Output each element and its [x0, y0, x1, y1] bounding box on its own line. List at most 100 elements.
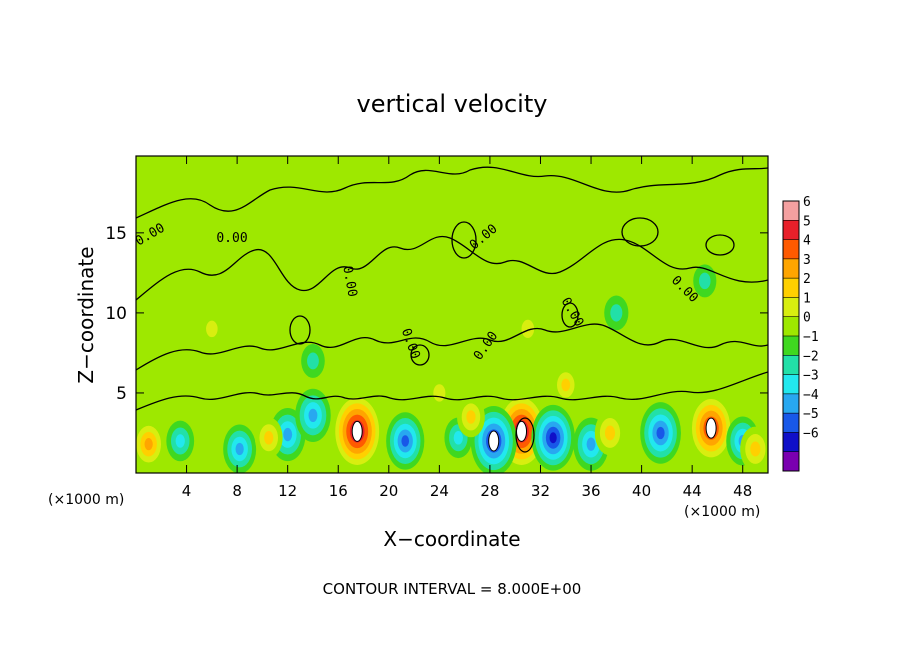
- anomaly-band: [586, 437, 596, 451]
- anomaly-band: [175, 434, 185, 448]
- x-tick-label: 4: [182, 482, 192, 500]
- anomaly-cell: [604, 295, 629, 331]
- anomaly-cell: [166, 420, 195, 462]
- contour-line: [136, 371, 768, 411]
- anomaly-band: [750, 441, 761, 457]
- anomaly-band: [283, 427, 293, 442]
- colorbar-tick-label: −5: [803, 407, 819, 422]
- anomaly-cell: [331, 392, 383, 471]
- anomaly-cell: [295, 388, 331, 442]
- anomaly-cell: [223, 424, 257, 473]
- anomaly-cell: [594, 410, 626, 456]
- anomaly-band: [433, 384, 446, 402]
- anomaly-cell: [470, 405, 517, 473]
- plot-area: 0.00 0.00 0.000.000.000.000.000.00: [136, 156, 768, 473]
- anomaly-band: [610, 304, 623, 322]
- anomaly-core: [351, 420, 363, 442]
- anomaly-cell: [552, 365, 579, 404]
- x-tick-label: 16: [329, 482, 348, 500]
- colorbar-band: [783, 413, 799, 433]
- zero-contours: [136, 166, 768, 453]
- colorbar-tick-label: 1: [803, 291, 811, 306]
- colorbar-tick-label: 0: [803, 311, 811, 326]
- colorbar-band: [783, 316, 799, 337]
- x-tick-label: 48: [733, 482, 752, 500]
- anomaly-band: [466, 410, 476, 424]
- anomaly-cell: [693, 264, 717, 298]
- anomaly-band: [604, 425, 616, 441]
- x-tick-label: 24: [430, 482, 449, 500]
- anomaly-band: [699, 272, 711, 290]
- colorbar-tick-label: 4: [803, 234, 811, 249]
- colorbar-band: [783, 297, 799, 318]
- colorbar-band: [783, 374, 799, 395]
- colorbar-band: [783, 220, 799, 240]
- anomaly-cell: [515, 310, 541, 348]
- colorbar-tick-label: −3: [803, 369, 819, 384]
- x-tick-label: 36: [581, 482, 600, 500]
- anomaly-cell: [688, 393, 735, 464]
- colorbar-tick-label: −6: [803, 426, 819, 441]
- anomaly-band: [401, 435, 410, 447]
- contour-line: [289, 315, 311, 345]
- y-tick-label: 5: [116, 384, 127, 404]
- contour-interval-note: CONTOUR INTERVAL = 8.000E+00: [323, 580, 582, 598]
- anomaly-cell: [573, 417, 609, 471]
- colorbar-band: [783, 201, 799, 221]
- anomaly-band: [206, 320, 218, 338]
- anomaly-cell: [457, 396, 485, 438]
- anomaly-band: [307, 352, 319, 370]
- colorbar: 6 5 4 3 2 1 0 −1 −2 −3 −4 −5 −6: [782, 195, 819, 472]
- x-tick-label: 44: [683, 482, 702, 500]
- contour-line: [136, 166, 768, 219]
- anomaly-cell: [640, 402, 681, 464]
- velocity-field: [136, 264, 768, 473]
- contour-labels: 0.00 0.00 0.000.000.000.000.000.00: [136, 221, 701, 363]
- colorbar-band: [783, 432, 799, 453]
- chart-title: vertical velocity: [357, 90, 548, 118]
- x-unit-right: (×1000 m): [684, 504, 760, 520]
- anomaly-band: [549, 432, 557, 444]
- anomaly-band: [561, 378, 571, 392]
- colorbar-tick-label: −4: [803, 388, 819, 403]
- anomaly-band: [235, 442, 244, 456]
- contour-label: 0.00: [339, 265, 359, 298]
- anomaly-band: [264, 431, 274, 445]
- x-tick-label: 32: [531, 482, 550, 500]
- anomaly-cell: [740, 426, 768, 472]
- anomaly-cell: [136, 419, 166, 469]
- plot-frame: [135, 155, 769, 474]
- x-tick-label: 12: [278, 482, 297, 500]
- anomaly-band: [656, 426, 665, 440]
- colorbar-band: [783, 239, 799, 260]
- anomaly-cell: [301, 343, 325, 378]
- anomaly-band: [308, 408, 318, 423]
- contour-label: 0.00: [216, 231, 247, 246]
- colorbar-band: [783, 451, 799, 472]
- y-tick-label: 15: [105, 224, 127, 244]
- anomaly-cell: [254, 417, 283, 459]
- anomaly-core: [488, 430, 500, 452]
- x-tick-label: 40: [632, 482, 651, 500]
- x-axis-label: X−coordinate: [383, 527, 520, 551]
- colorbar-tick-label: 5: [803, 214, 811, 229]
- anomaly-band: [521, 319, 535, 339]
- colorbar-tick-label: 3: [803, 253, 811, 268]
- colorbar-band: [783, 336, 799, 356]
- x-tick-label: 8: [232, 482, 242, 500]
- colorbar-tick-label: 6: [803, 195, 811, 210]
- anomaly-cell: [427, 375, 452, 411]
- colorbar-band: [783, 258, 799, 279]
- contour-line: [136, 323, 768, 371]
- colorbar-tick-label: 2: [803, 272, 811, 287]
- colorbar-band: [783, 393, 799, 414]
- anomaly-cell: [200, 312, 224, 346]
- contour-line: [451, 221, 477, 259]
- y-tick-label: 10: [105, 304, 127, 324]
- anomaly-band: [453, 431, 463, 445]
- x-tick-label: 20: [379, 482, 398, 500]
- contour-line: [410, 344, 430, 366]
- x-tick-label: 28: [480, 482, 499, 500]
- anomaly-core: [705, 417, 717, 439]
